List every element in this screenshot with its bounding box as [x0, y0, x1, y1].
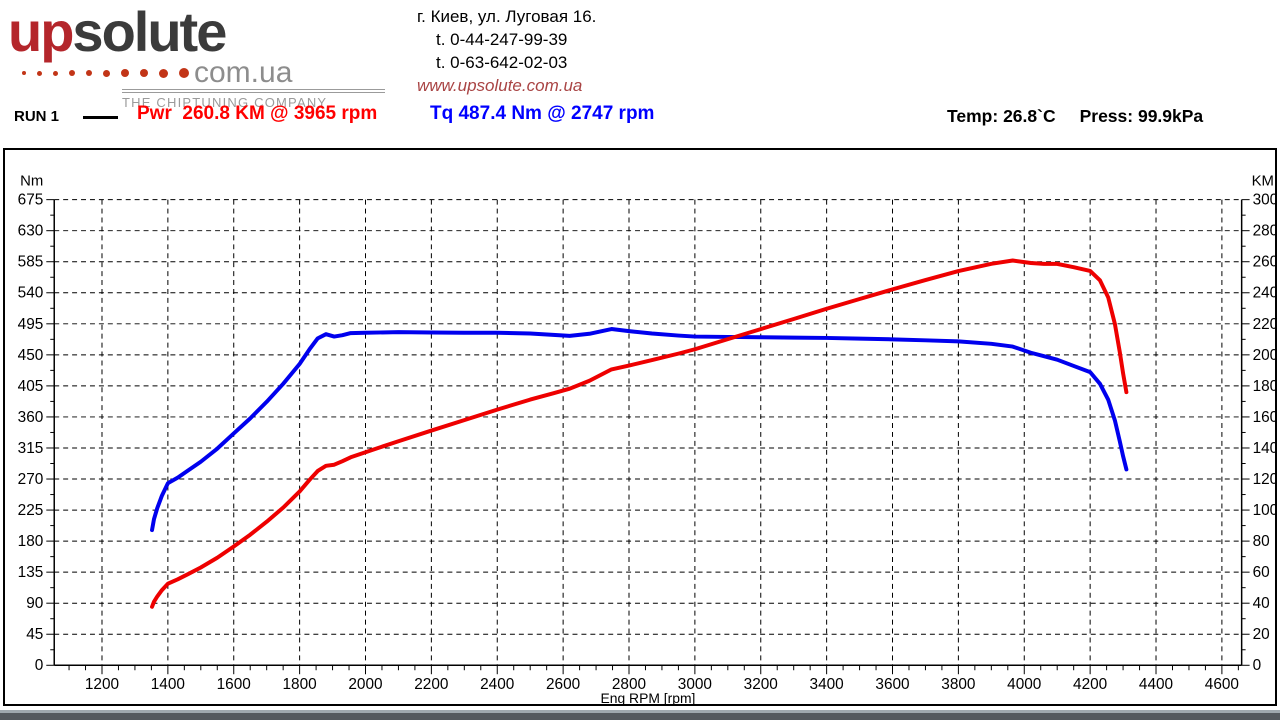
- run-line-sample: [83, 116, 118, 119]
- svg-text:2400: 2400: [480, 676, 514, 693]
- logo-dot: [159, 68, 168, 78]
- svg-text:2600: 2600: [546, 676, 580, 693]
- svg-text:315: 315: [18, 440, 44, 457]
- svg-text:100: 100: [1253, 502, 1275, 519]
- upsolute-logo: upsolute com.ua THE CHIPTUNING COMPANY: [8, 4, 385, 110]
- dyno-chart-frame: 1200 1400 1600 1800 2000 2200 2400 2600 2800 3000…: [3, 148, 1277, 706]
- logo-dot: [69, 70, 75, 76]
- svg-text:140: 140: [1253, 440, 1275, 457]
- svg-text:405: 405: [18, 378, 44, 395]
- peak-power-readout: Pwr 260.8 KM @ 3965 rpm: [137, 103, 378, 124]
- svg-text:2000: 2000: [348, 676, 382, 693]
- svg-text:260: 260: [1253, 254, 1275, 271]
- svg-text:3600: 3600: [875, 676, 909, 693]
- svg-text:1200: 1200: [85, 676, 119, 693]
- svg-text:Nm: Nm: [20, 174, 43, 190]
- svg-text:40: 40: [1253, 595, 1270, 612]
- dyno-chart: 1200 1400 1600 1800 2000 2200 2400 2600 2800 3000…: [18, 174, 1275, 704]
- window-bottom-edge: [0, 710, 1280, 720]
- svg-text:2200: 2200: [414, 676, 448, 693]
- peak-torque-readout: Tq 487.4 Nm @ 2747 rpm: [430, 103, 655, 124]
- svg-text:Eng RPM [rpm]: Eng RPM [rpm]: [601, 690, 696, 704]
- logo-dot: [179, 68, 189, 78]
- logo-dot: [140, 69, 148, 77]
- power-curve: [150, 258, 1129, 609]
- svg-text:120: 120: [1253, 471, 1275, 488]
- logo-dots-row: [22, 68, 189, 78]
- logo-tagline-rule: THE CHIPTUNING COMPANY: [122, 89, 385, 110]
- contact-block: г. Киев, ул. Луговая 16. t. 0-44-247-99-…: [417, 5, 596, 97]
- logo-dot: [103, 69, 110, 77]
- svg-text:20: 20: [1253, 626, 1270, 643]
- svg-text:240: 240: [1253, 285, 1275, 302]
- svg-text:45: 45: [26, 626, 43, 643]
- svg-text:0: 0: [35, 657, 44, 674]
- svg-text:200: 200: [1253, 347, 1275, 364]
- svg-text:80: 80: [1253, 533, 1270, 550]
- svg-text:585: 585: [18, 254, 44, 271]
- logo-tagline: THE CHIPTUNING COMPANY: [122, 92, 385, 110]
- svg-text:225: 225: [18, 502, 44, 519]
- svg-text:160: 160: [1253, 409, 1275, 426]
- svg-text:220: 220: [1253, 316, 1275, 333]
- svg-text:450: 450: [18, 347, 44, 364]
- svg-text:495: 495: [18, 316, 44, 333]
- svg-text:180: 180: [1253, 378, 1275, 395]
- svg-text:1400: 1400: [151, 676, 185, 693]
- svg-text:KM: KM: [1252, 174, 1274, 190]
- logo-dot: [53, 70, 58, 76]
- svg-text:675: 675: [18, 192, 44, 209]
- window-edge-shadow: [0, 713, 1280, 720]
- svg-text:3000: 3000: [678, 676, 712, 693]
- logo-dot: [22, 71, 26, 75]
- logo-dot: [37, 70, 42, 76]
- logo-dot: [86, 70, 92, 76]
- svg-text:135: 135: [18, 564, 44, 581]
- svg-text:60: 60: [1253, 564, 1270, 581]
- svg-text:180: 180: [18, 533, 44, 550]
- pressure-readout: Press: 99.9kPa: [1079, 106, 1204, 126]
- logo-up-text: up: [8, 0, 74, 63]
- svg-text:280: 280: [1253, 223, 1275, 240]
- svg-text:300: 300: [1253, 192, 1275, 209]
- contact-phone-2: t. 0-63-642-02-03: [436, 53, 568, 72]
- contact-website-link[interactable]: www.upsolute.com.ua: [417, 76, 583, 95]
- logo-solute-text: solute: [72, 0, 227, 63]
- svg-text:3400: 3400: [810, 676, 844, 693]
- svg-text:1600: 1600: [217, 676, 251, 693]
- temperature-readout: Temp: 26.8`C: [947, 106, 1056, 126]
- logo-wordmark: upsolute: [8, 4, 384, 60]
- svg-text:540: 540: [18, 285, 44, 302]
- contact-phone-1: t. 0-44-247-99-39: [436, 30, 568, 49]
- svg-text:4200: 4200: [1073, 676, 1107, 693]
- svg-text:270: 270: [18, 471, 44, 488]
- svg-text:4000: 4000: [1007, 676, 1041, 693]
- svg-text:0: 0: [1253, 657, 1262, 674]
- svg-text:1800: 1800: [283, 676, 317, 693]
- svg-text:3800: 3800: [941, 676, 975, 693]
- torque-curve: [150, 327, 1129, 533]
- svg-text:630: 630: [18, 223, 44, 240]
- logo-domain-suffix: com.ua: [194, 56, 293, 89]
- svg-text:4600: 4600: [1205, 676, 1239, 693]
- svg-text:90: 90: [26, 595, 43, 612]
- contact-address: г. Киев, ул. Луговая 16.: [417, 7, 597, 26]
- logo-dot: [121, 69, 129, 77]
- window-edge-highlight: [0, 710, 1280, 713]
- svg-text:360: 360: [18, 409, 44, 426]
- svg-text:3200: 3200: [744, 676, 778, 693]
- svg-text:2800: 2800: [612, 676, 646, 693]
- ambient-conditions: Temp: 26.8`C Press: 99.9kPa: [947, 106, 1203, 127]
- svg-text:4400: 4400: [1139, 676, 1173, 693]
- run-label: RUN 1: [14, 108, 60, 125]
- logo-subline: com.ua: [22, 56, 384, 89]
